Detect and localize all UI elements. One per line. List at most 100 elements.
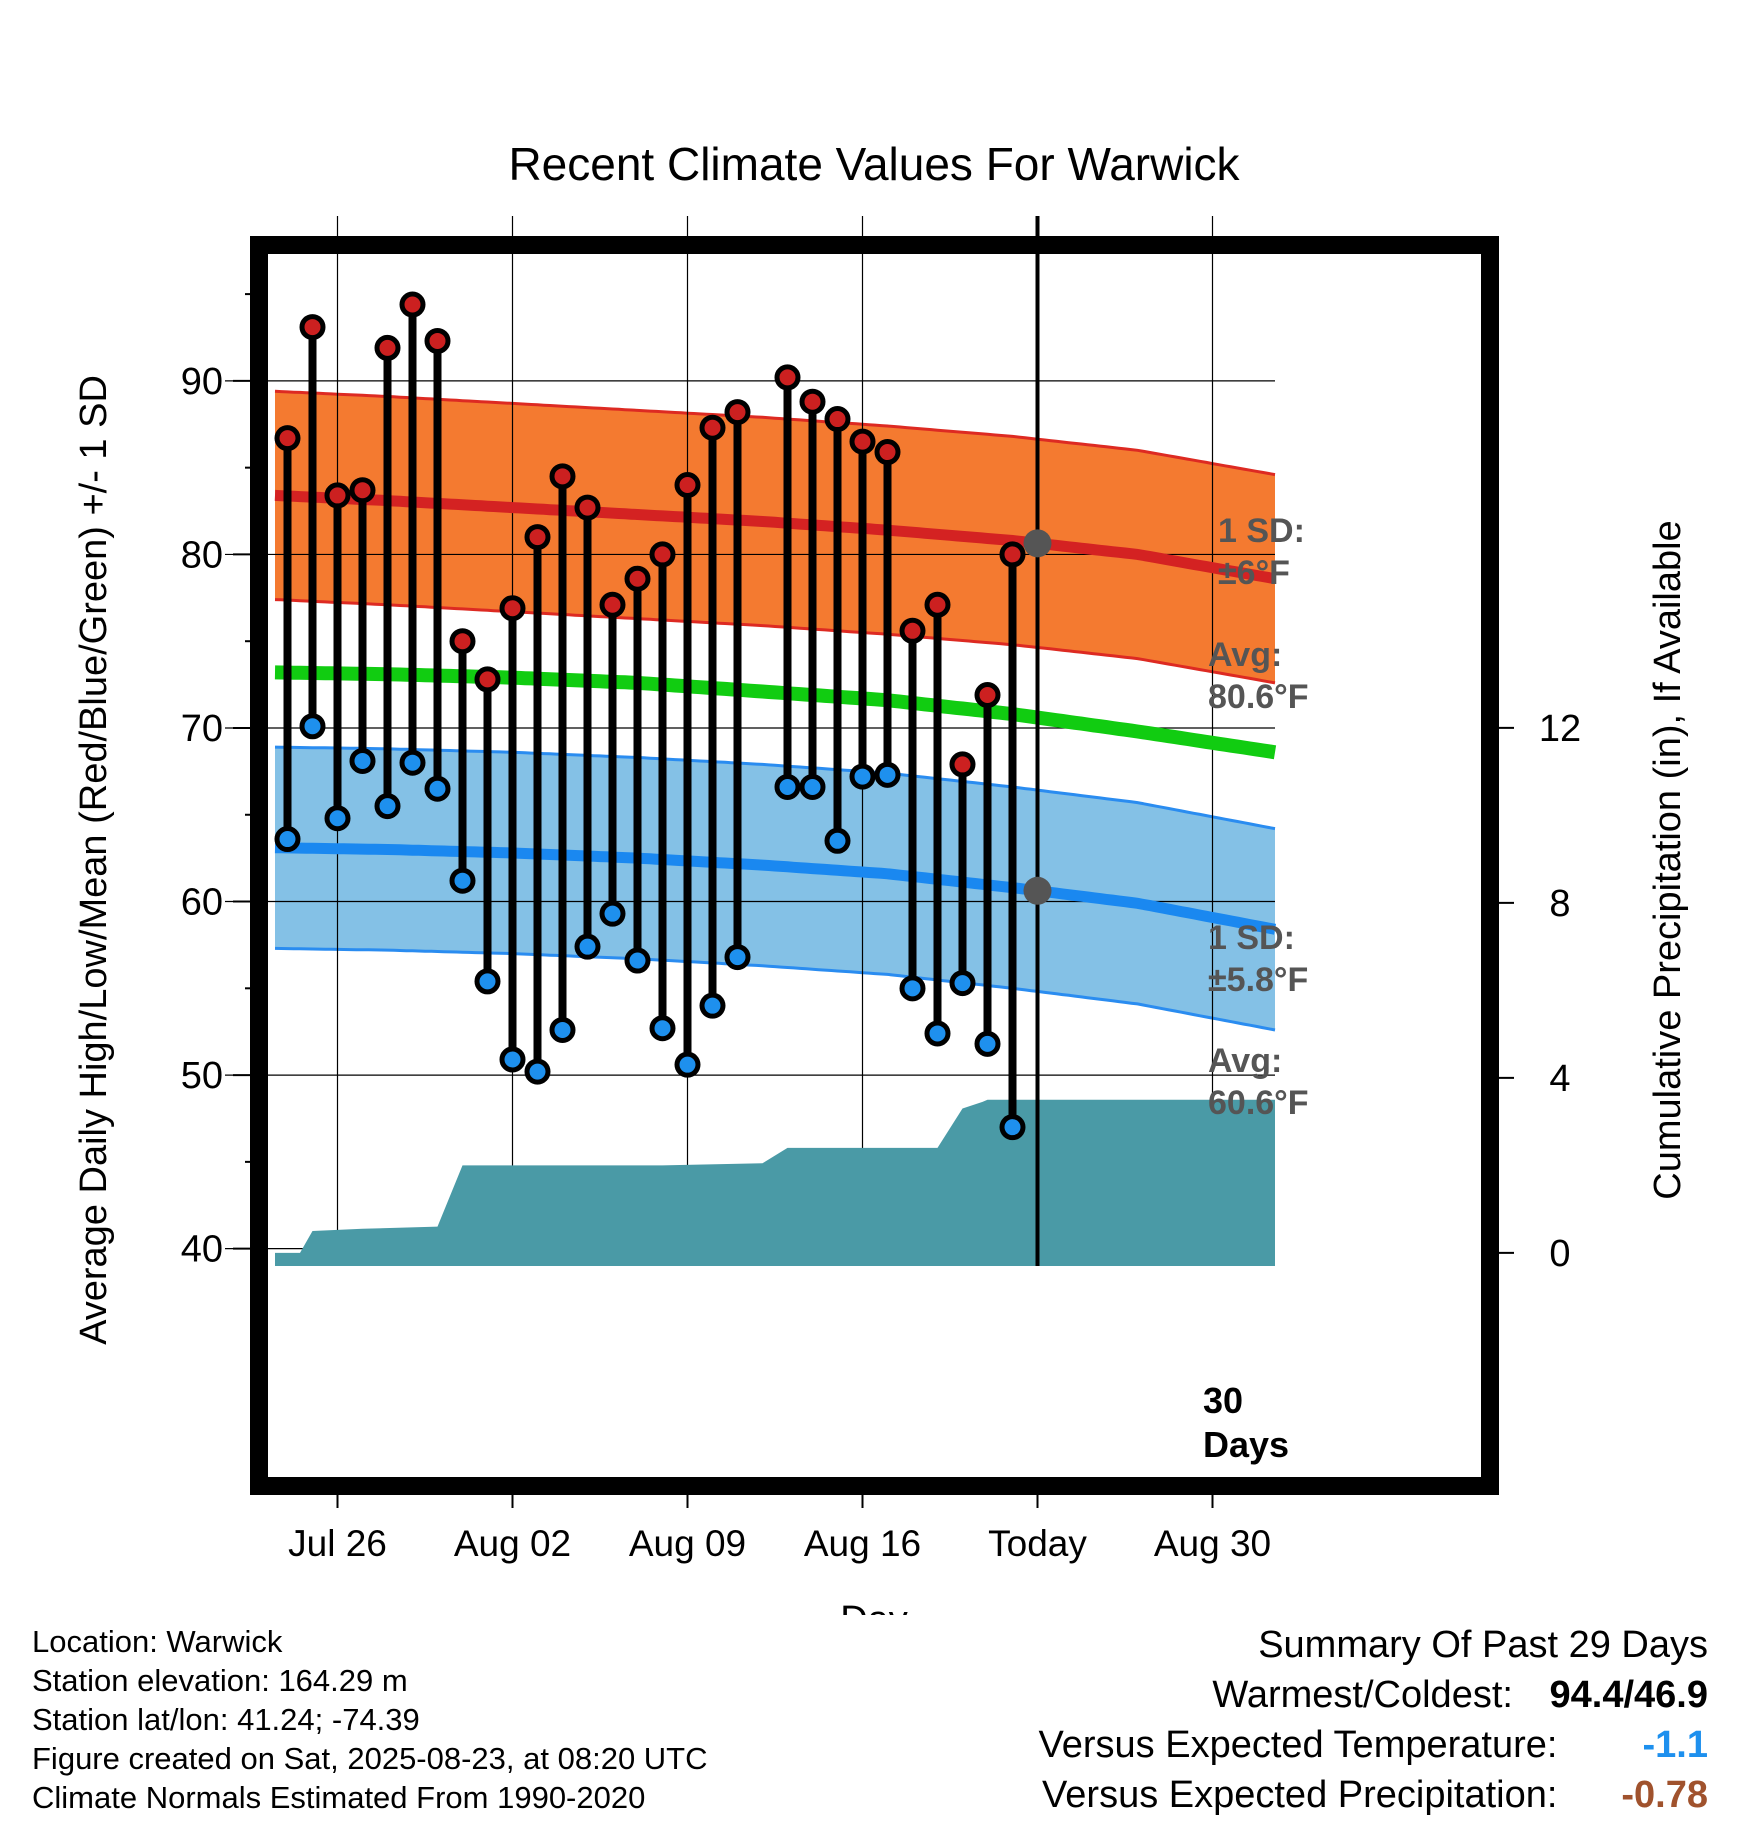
low-band-upper-edge xyxy=(274,745,1276,831)
daily-low-point xyxy=(524,1058,551,1085)
y2-tick-label: 8 xyxy=(1549,883,1570,925)
temperature-row: Versus Expected Temperature: -1.1 xyxy=(1039,1720,1708,1770)
daily-low-point xyxy=(724,944,751,971)
daily-high-point xyxy=(924,591,951,618)
x-tick-label: Aug 16 xyxy=(804,1523,921,1564)
daily-high-point xyxy=(799,388,826,415)
x-tick-label: Aug 02 xyxy=(454,1523,571,1564)
daily-low-point xyxy=(599,900,626,927)
high-normal-line xyxy=(274,489,1276,585)
daily-range-bar xyxy=(274,425,301,853)
daily-range-bar xyxy=(949,751,976,997)
daily-range-bar xyxy=(724,399,751,971)
daily-low-point xyxy=(299,713,326,740)
daily-low-point xyxy=(374,793,401,820)
low-avg-today-marker xyxy=(1023,876,1052,905)
daily-range-bar xyxy=(874,439,901,788)
daily-high-point xyxy=(399,291,426,318)
daily-low-point xyxy=(949,970,976,997)
daily-low-point xyxy=(649,1015,676,1042)
daily-range-bar xyxy=(899,617,926,1002)
high-avg-annotation: Avg: 80.6°F xyxy=(1208,636,1309,716)
daily-low-point xyxy=(574,933,601,960)
daily-high-point xyxy=(424,327,451,354)
daily-low-point xyxy=(624,947,651,974)
daily-high-point xyxy=(874,439,901,466)
daily-range-bar xyxy=(799,388,826,800)
high-sd-annotation: 1 SD: ±6°F xyxy=(1218,512,1305,592)
daily-low-point xyxy=(874,761,901,788)
daily-range-bar xyxy=(774,364,801,800)
daily-high-point xyxy=(274,425,301,452)
daily-range-bar xyxy=(699,414,726,1019)
daily-range-bar xyxy=(624,565,651,974)
y-axis-label: Average Daily High/Low/Mean (Red/Blue/Gr… xyxy=(73,375,115,1345)
mean-normal-line xyxy=(274,665,1277,760)
daily-high-point xyxy=(299,314,326,341)
daily-high-point xyxy=(699,414,726,441)
location-text: Location: Warwick xyxy=(32,1624,283,1659)
daily-high-point xyxy=(599,591,626,618)
y2-tick-label: 12 xyxy=(1539,708,1581,750)
daily-high-point xyxy=(524,524,551,551)
climate-chart: Recent Climate Values For Warwick 1 SD: ±… xyxy=(73,138,1689,1615)
daily-range-bar xyxy=(649,541,676,1042)
daily-high-point xyxy=(574,494,601,521)
x-axis-label: Day xyxy=(840,1599,908,1615)
low-sd-annotation: 1 SD: ±5.8°F xyxy=(1208,919,1308,999)
x-tick-label: Jul 26 xyxy=(288,1523,387,1564)
warmest-coldest-row: Warmest/Coldest: 94.4/46.9 xyxy=(1039,1670,1708,1720)
daily-low-point xyxy=(974,1030,1001,1057)
daily-high-point xyxy=(499,595,526,622)
precipitation-value: -0.78 xyxy=(1621,1774,1708,1816)
chart-title: Recent Climate Values For Warwick xyxy=(508,138,1240,190)
precipitation-label: Versus Expected Precipitation: xyxy=(1042,1774,1558,1816)
daily-range-bar xyxy=(924,591,951,1047)
daily-high-point xyxy=(649,541,676,568)
low-normal-line xyxy=(274,842,1277,935)
created-text: Figure created on Sat, 2025-08-23, at 08… xyxy=(32,1741,708,1776)
low-avg-annotation: Avg: 60.6°F xyxy=(1208,1042,1309,1122)
temperature-label: Versus Expected Temperature: xyxy=(1038,1724,1558,1766)
precipitation-area xyxy=(275,1099,1275,1266)
elevation-text: Station elevation: 164.29 m xyxy=(32,1663,408,1698)
daily-low-point xyxy=(699,992,726,1019)
normals-text: Climate Normals Estimated From 1990-2020 xyxy=(32,1780,646,1815)
daily-high-point xyxy=(999,541,1026,568)
daily-low-point xyxy=(849,763,876,790)
daily-high-point xyxy=(474,666,501,693)
high-band-upper-edge xyxy=(274,389,1276,477)
daily-range-bar xyxy=(349,477,376,774)
daily-low-point xyxy=(274,826,301,853)
high-sd-band xyxy=(275,391,1275,683)
plot-frame xyxy=(250,236,1499,1495)
daily-low-point xyxy=(449,867,476,894)
y-tick-label: 60 xyxy=(181,882,223,924)
daily-range-bar xyxy=(824,406,851,854)
daily-low-point xyxy=(499,1046,526,1073)
x-tick-label: Today xyxy=(988,1523,1087,1564)
y-tick-label: 80 xyxy=(181,534,223,576)
warmest-coldest-label: Warmest/Coldest: xyxy=(1212,1674,1513,1716)
precipitation-row: Versus Expected Precipitation: -0.78 xyxy=(1039,1770,1708,1820)
daily-range-bar xyxy=(299,314,326,740)
daily-low-point xyxy=(674,1051,701,1078)
daily-range-bar xyxy=(499,595,526,1073)
daily-low-point xyxy=(774,773,801,800)
daily-low-point xyxy=(399,749,426,776)
daily-range-bar xyxy=(374,334,401,820)
daily-range-bar xyxy=(449,628,476,894)
daily-low-point xyxy=(424,775,451,802)
daily-range-bar xyxy=(974,682,1001,1057)
daily-low-point xyxy=(349,747,376,774)
y2-tick-label: 4 xyxy=(1549,1058,1570,1100)
daily-range-bar xyxy=(674,472,701,1078)
high-band-lower-edge xyxy=(274,598,1276,685)
daily-low-point xyxy=(999,1114,1026,1141)
daily-low-point xyxy=(899,975,926,1002)
y-tick-label: 90 xyxy=(181,361,223,403)
daily-low-point xyxy=(549,1016,576,1043)
y2-axis-label: Cumulative Precipitation (in), If Availa… xyxy=(1647,520,1689,1199)
daily-range-bar xyxy=(549,463,576,1043)
station-info: Location: Warwick Station elevation: 164… xyxy=(32,1622,708,1817)
